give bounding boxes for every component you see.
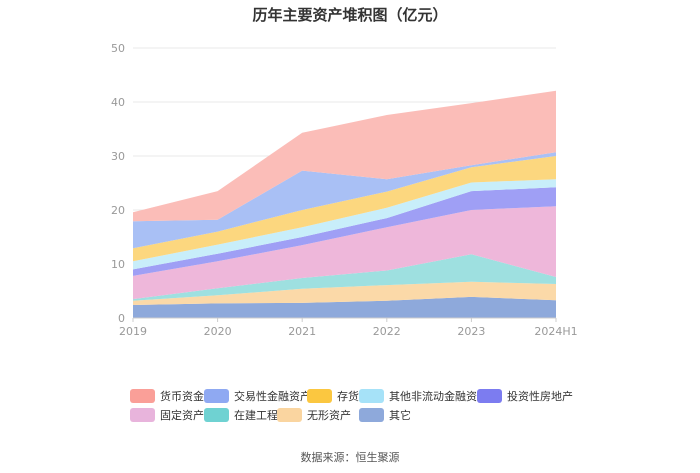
chart-title: 历年主要资产堆积图（亿元） [252,6,448,24]
x-tick-label-2: 2021 [288,325,316,338]
area-series-4 [133,187,556,276]
y-tick-label-30: 30 [111,150,125,163]
area-series-2 [133,254,556,301]
x-tick-label-5: 2024H1 [534,325,577,338]
legend-row-2: 固定资产 在建工程 无形资产 其它 [130,405,600,424]
x-tick-label-3: 2022 [373,325,401,338]
legend-swatch-intangible-assets [277,407,302,422]
legend-swatch-construction-in-progress [204,407,229,422]
legend-item-cash[interactable]: 货币资金 [130,388,204,404]
data-source-note: 数据来源：恒生聚源 [300,451,400,464]
legend-item-fixed-assets[interactable]: 固定资产 [130,407,204,423]
plot-area: 0 10 20 30 40 50 2019 2020 2021 2022 2023 2024H1 [111,42,578,338]
area-series-8 [133,90,556,222]
legend-item-inventory[interactable]: 存货 [307,388,359,404]
legend-label-other: 其它 [389,408,411,422]
legend-swatch-investment-property [477,388,502,403]
x-tick-label-0: 2019 [119,325,147,338]
legend-label-investment-property: 投资性房地产 [507,389,573,403]
legend-label-other-noncurrent-financial-assets: 其他非流动金融资产 [389,389,488,403]
legend-swatch-fixed-assets [130,407,155,422]
area-series-7 [133,152,556,249]
x-tick-label-1: 2020 [204,325,232,338]
legend-label-trading-financial-assets: 交易性金融资产 [234,389,311,403]
legend-row-1: 货币资金 交易性金融资产 存货 其他非流动金融资产 投资性房地产 [130,386,600,405]
area-series-1 [133,281,556,305]
legend-swatch-cash [130,388,155,403]
legend-item-trading-financial-assets[interactable]: 交易性金融资产 [204,388,311,404]
legend-item-investment-property[interactable]: 投资性房地产 [477,388,573,404]
legend-item-intangible-assets[interactable]: 无形资产 [277,407,359,423]
y-tick-label-0: 0 [118,312,125,325]
y-tick-label-50: 50 [111,42,125,55]
area-series-5 [133,179,556,270]
legend-label-construction-in-progress: 在建工程 [234,408,278,422]
y-tick-label-20: 20 [111,204,125,217]
legend-item-other-noncurrent-financial-assets[interactable]: 其他非流动金融资产 [359,388,488,404]
y-tick-label-10: 10 [111,258,125,271]
legend-swatch-other-noncurrent-financial-assets [359,388,384,403]
legend-label-intangible-assets: 无形资产 [307,408,351,422]
legend: 货币资金 交易性金融资产 存货 其他非流动金融资产 投资性房地产 固定 [130,386,600,424]
legend-swatch-other [359,407,384,422]
legend-swatch-trading-financial-assets [204,388,229,403]
area-series-6 [133,156,556,262]
y-tick-label-40: 40 [111,96,125,109]
x-tick-label-4: 2023 [457,325,485,338]
legend-item-other[interactable]: 其它 [359,407,411,423]
area-series-0 [133,296,556,318]
legend-label-cash: 货币资金 [160,389,204,403]
legend-label-inventory: 存货 [337,389,359,403]
legend-label-fixed-assets: 固定资产 [160,408,204,422]
legend-item-construction-in-progress[interactable]: 在建工程 [204,407,278,423]
area-series-3 [133,206,556,300]
legend-swatch-inventory [307,388,332,403]
